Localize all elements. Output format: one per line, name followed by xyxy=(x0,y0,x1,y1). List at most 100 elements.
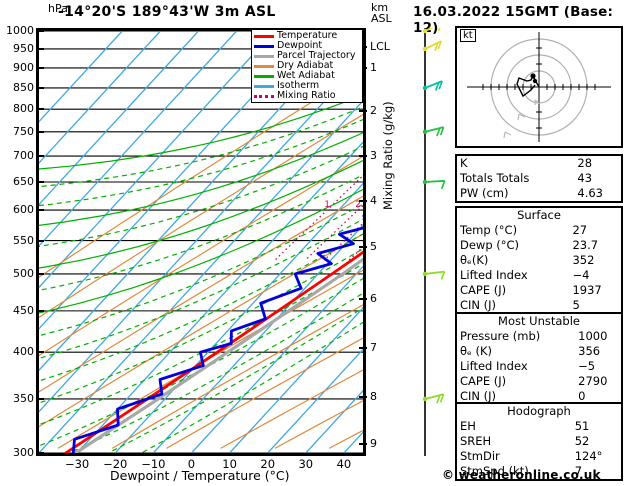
pressure-tick-mark xyxy=(36,309,44,312)
table-row: Totals Totals 43 xyxy=(457,171,621,186)
table-row: CAPE (J) 2790 xyxy=(457,374,621,389)
height-unit-line1: km xyxy=(371,1,389,14)
height-tick-mark xyxy=(359,66,367,69)
pressure-tick-500: 500 xyxy=(13,266,34,280)
most-unstable-panel-title: Most Unstable xyxy=(498,314,580,328)
table-row: Pressure (mb) 1000 xyxy=(457,329,621,344)
row-value: 2790 xyxy=(578,374,608,388)
height-unit-label: km ASL xyxy=(371,2,392,24)
pressure-tick-mark xyxy=(36,47,44,50)
table-row: Dewp (°C) 23.7 xyxy=(457,238,621,253)
row-label: SREH xyxy=(460,434,492,448)
legend-item-dewpoint: Dewpoint xyxy=(254,41,360,51)
legend-swatch xyxy=(254,54,274,58)
row-label: θₑ (K) xyxy=(460,344,493,358)
row-value: 0 xyxy=(578,389,586,403)
pressure-tick-600: 600 xyxy=(13,203,34,217)
row-label: StmSpd (kt) xyxy=(460,464,529,478)
row-label: CIN (J) xyxy=(460,389,497,403)
legend-swatch xyxy=(254,64,274,68)
table-row: Temp (°C) 27 xyxy=(457,223,621,238)
skewt-diagram[interactable]: 1235810152025 xyxy=(36,28,366,456)
table-row: CIN (J) 0 xyxy=(457,389,621,404)
row-label: Totals Totals xyxy=(460,171,530,185)
pressure-tick-mark xyxy=(36,86,44,89)
pressure-tick-mark xyxy=(36,30,44,32)
pressure-tick-950: 950 xyxy=(13,41,34,55)
hodograph-unit-label: kt xyxy=(460,29,476,42)
legend-item-mixing-ratio: Mixing Ratio xyxy=(254,91,360,101)
indices-panel: K 28 Totals Totals 43 PW (cm) 4.63 xyxy=(455,154,623,203)
legend-label: Wet Adiabat xyxy=(277,70,335,82)
table-row: θₑ(K) 352 xyxy=(457,253,621,268)
height-tick-mark xyxy=(359,46,367,49)
height-tick-4: 4 xyxy=(370,193,377,207)
x-axis-title: Dewpoint / Temperature (°C) xyxy=(110,468,290,483)
hodograph-stats-title: Hodograph xyxy=(507,404,571,418)
pressure-tick-mark xyxy=(36,108,44,111)
pressure-tick-mark xyxy=(36,155,44,158)
copyright-label: © weatheronline.co.uk xyxy=(442,468,601,482)
legend-swatch xyxy=(254,34,274,38)
table-row: SREH 52 xyxy=(457,434,621,449)
legend-label: Temperature xyxy=(277,30,338,42)
svg-text:2: 2 xyxy=(355,200,361,210)
height-tick-LCL: LCL xyxy=(370,40,390,54)
row-value: 23.7 xyxy=(572,238,599,252)
legend-item-parcel-trajectory: Parcel Trajectory xyxy=(254,51,360,61)
pressure-tick-750: 750 xyxy=(13,124,34,138)
table-row: Lifted Index −5 xyxy=(457,359,621,374)
height-tick-3: 3 xyxy=(370,149,377,163)
skewt-plot-area: 1235810152025 xyxy=(39,31,363,453)
row-value: 51 xyxy=(574,419,590,433)
row-label: PW (cm) xyxy=(460,186,509,200)
row-value: 356 xyxy=(578,344,601,358)
hodograph-plot xyxy=(467,32,611,142)
temp-tick-30: 30 xyxy=(298,457,314,471)
table-row: CIN (J) 5 xyxy=(457,298,621,313)
hodograph-panel[interactable]: kt xyxy=(455,26,623,148)
row-label: StmDir xyxy=(460,449,500,463)
row-label: Lifted Index xyxy=(460,268,528,282)
row-value: 4.63 xyxy=(577,186,603,200)
row-label: θₑ(K) xyxy=(460,253,489,267)
legend-swatch xyxy=(254,84,274,88)
row-value: −5 xyxy=(578,359,596,373)
table-row: Lifted Index −4 xyxy=(457,268,621,283)
row-value: 27 xyxy=(572,223,588,237)
height-unit-line2: ASL xyxy=(371,12,392,25)
row-label: Temp (°C) xyxy=(460,223,518,237)
table-row: θₑ (K) 356 xyxy=(457,344,621,359)
temp-tick-0: 0 xyxy=(187,457,196,471)
pressure-tick-800: 800 xyxy=(13,102,34,116)
pressure-tick-mark xyxy=(36,272,44,275)
legend-label: Dewpoint xyxy=(277,40,323,52)
table-row: EH 51 xyxy=(457,419,621,434)
pressure-tick-700: 700 xyxy=(13,149,34,163)
height-tick-7: 7 xyxy=(370,340,377,354)
legend-swatch xyxy=(254,74,274,78)
surface-panel: Surface Temp (°C) 27 Dewp (°C) 23.7 θₑ(K) 352… xyxy=(455,206,623,315)
height-tick-mark xyxy=(359,297,367,300)
mixing-ratio-axis-label: Mixing Ratio (g/kg) xyxy=(381,101,395,210)
row-label: Dewp (°C) xyxy=(460,238,520,252)
row-value: 43 xyxy=(577,171,593,185)
row-value: 7 xyxy=(574,464,583,478)
row-label: Pressure (mb) xyxy=(460,329,541,343)
row-value: 124° xyxy=(574,449,603,463)
temp-tick--20: −20 xyxy=(103,457,128,471)
row-value: 28 xyxy=(577,156,593,170)
pressure-tick-300: 300 xyxy=(13,446,34,459)
pressure-tick-mark xyxy=(36,397,44,400)
svg-text:1: 1 xyxy=(324,200,330,210)
row-value: 52 xyxy=(574,434,590,448)
height-tick-mark xyxy=(359,155,367,158)
pressure-tick-850: 850 xyxy=(13,80,34,94)
row-value: 5 xyxy=(572,298,580,312)
table-row: PW (cm) 4.63 xyxy=(457,186,621,201)
pressure-tick-mark xyxy=(36,209,44,212)
pressure-tick-mark xyxy=(36,66,44,69)
row-value: −4 xyxy=(572,268,590,282)
pressure-tick-650: 650 xyxy=(13,174,34,188)
height-tick-5: 5 xyxy=(370,239,377,253)
